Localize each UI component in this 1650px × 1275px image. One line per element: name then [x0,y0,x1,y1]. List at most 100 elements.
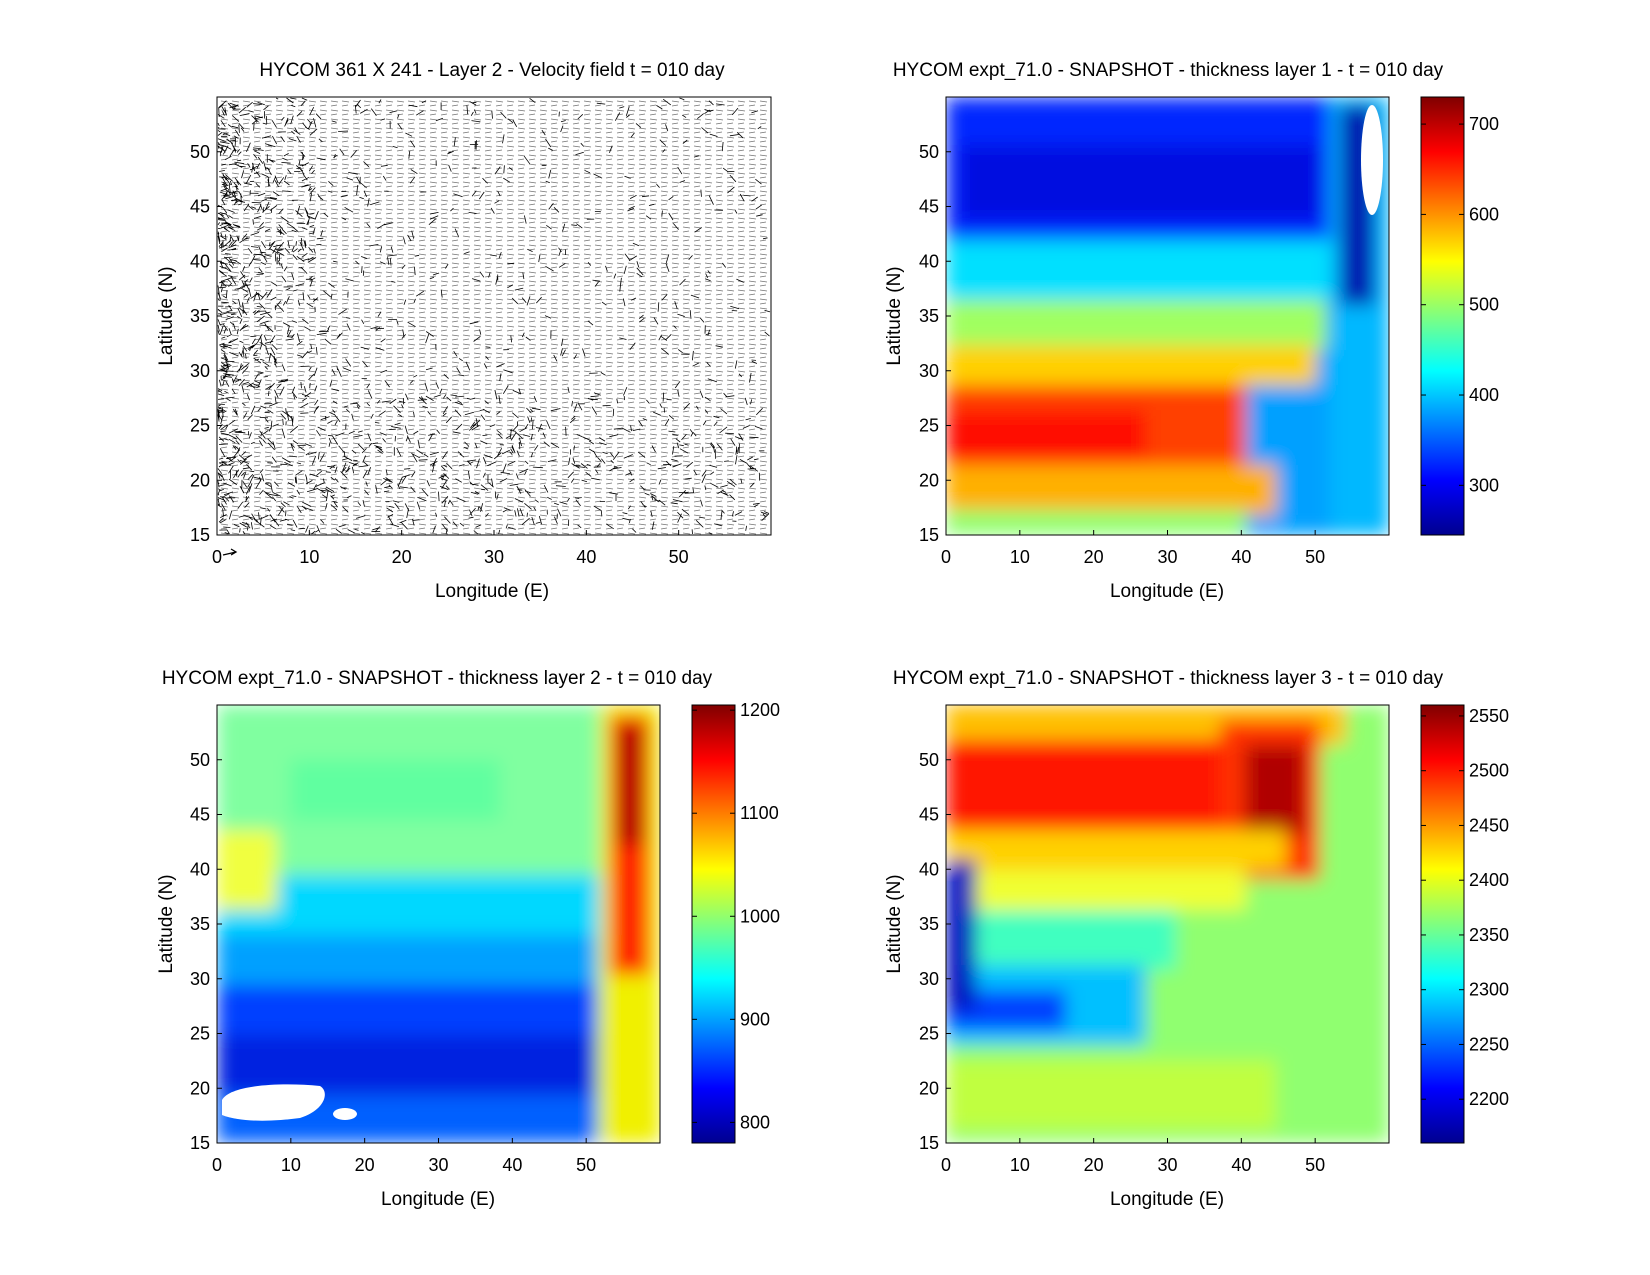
x-ticks: 0 10 20 30 40 50 [212,1138,596,1175]
colorbar-tick-label: 2400 [1469,870,1509,890]
land-mask [1361,105,1383,215]
filled-contour-field [217,705,660,1143]
x-tick-label: 0 [941,1155,951,1175]
y-tick-label: 25 [190,416,210,436]
x-tick-label: 10 [299,547,319,567]
dense-vectors [217,97,771,535]
x-tick-label: 0 [941,547,951,567]
filled-contour-field [946,97,1389,535]
y-tick-label: 40 [190,251,210,271]
colorbar-ticks: 800 900 1000 1100 1200 [692,700,780,1132]
x-tick-label: 40 [502,1155,522,1175]
y-tick-label: 35 [190,914,210,934]
thickness-layer-2-panel: HYCOM expt_71.0 - SNAPSHOT - thickness l… [156,668,780,1210]
y-tick-label: 40 [919,251,939,271]
y-tick-label: 45 [919,197,939,217]
y-tick-label: 15 [190,525,210,545]
y-tick-label: 20 [919,470,939,490]
y-tick-label: 50 [190,750,210,770]
y-tick-label: 45 [190,805,210,825]
colorbar-tick-label: 300 [1469,475,1499,495]
x-tick-label: 40 [1231,1155,1251,1175]
x-tick-label: 50 [1305,1155,1325,1175]
y-ticks: 15 20 25 30 35 40 45 50 [919,142,951,545]
x-axis-label: Longitude (E) [1110,581,1224,602]
colorbar-tick-label: 700 [1469,114,1499,134]
velocity-vectors [217,97,771,535]
y-tick-label: 15 [190,1133,210,1153]
y-tick-label: 45 [190,197,210,217]
y-axis-label: Latitude (N) [884,874,905,973]
quiver-field [217,97,771,535]
y-axis-label: Latitude (N) [884,266,905,365]
colorbar-tick-label: 600 [1469,204,1499,224]
colorbar-tick-label: 1000 [740,906,780,926]
y-ticks: 15 20 25 30 35 40 45 50 [190,142,222,545]
filled-contour-field [946,705,1389,1143]
x-tick-label: 30 [428,1155,448,1175]
y-tick-label: 30 [919,361,939,381]
x-tick-label: 0 [212,547,222,567]
colorbar-tick-label: 2200 [1469,1089,1509,1109]
y-tick-label: 40 [190,859,210,879]
colorbar-tick-label: 1100 [740,803,779,823]
colorbar-ticks: 300 400 500 600 700 [1421,114,1499,495]
colorbar [1420,96,1465,536]
y-tick-label: 50 [919,142,939,162]
y-tick-label: 50 [919,750,939,770]
colorbar-tick-label: 800 [740,1112,770,1132]
colorbar-tick-label: 2350 [1469,925,1509,945]
y-tick-label: 35 [919,306,939,326]
x-axis-label: Longitude (E) [435,581,549,602]
panel-title: HYCOM expt_71.0 - SNAPSHOT - thickness l… [893,60,1444,81]
x-tick-label: 0 [212,1155,222,1175]
thickness-layer-1-panel: HYCOM expt_71.0 - SNAPSHOT - thickness l… [884,60,1499,602]
colorbar-tick-label: 1200 [740,700,780,720]
y-tick-label: 20 [190,1078,210,1098]
land-mask [333,1108,357,1120]
x-tick-label: 10 [281,1155,301,1175]
x-ticks: 0 10 20 30 40 50 [941,530,1325,567]
velocity-field-panel: HYCOM 361 X 241 - Layer 2 - Velocity fie… [156,60,772,602]
x-tick-label: 10 [1010,1155,1030,1175]
colorbar-tick-label: 2300 [1469,980,1509,1000]
panel-title: HYCOM expt_71.0 - SNAPSHOT - thickness l… [162,668,713,689]
colorbar-tick-label: 2450 [1469,815,1509,835]
y-tick-label: 15 [919,1133,939,1153]
colorbar [691,704,736,1144]
x-tick-label: 30 [484,547,504,567]
colorbar-tick-label: 2500 [1469,761,1509,781]
reference-arrow [222,548,238,556]
thickness-layer-3-panel: HYCOM expt_71.0 - SNAPSHOT - thickness l… [884,668,1509,1210]
y-tick-label: 35 [919,914,939,934]
y-tick-label: 25 [919,1024,939,1044]
x-tick-label: 50 [576,1155,596,1175]
x-ticks: 0 10 20 30 40 50 [212,530,689,567]
y-axis-label: Latitude (N) [156,266,177,365]
colorbar-tick-label: 500 [1469,295,1499,315]
x-tick-label: 30 [1157,1155,1177,1175]
y-tick-label: 15 [919,525,939,545]
y-tick-label: 30 [190,361,210,381]
x-tick-label: 50 [1305,547,1325,567]
land-mask [222,1084,325,1121]
y-tick-label: 25 [190,1024,210,1044]
panel-title: HYCOM 361 X 241 - Layer 2 - Velocity fie… [259,60,725,81]
y-tick-label: 45 [919,805,939,825]
y-tick-label: 40 [919,859,939,879]
x-axis-label: Longitude (E) [1110,1189,1224,1210]
y-axis-label: Latitude (N) [156,874,177,973]
x-tick-label: 20 [1084,547,1104,567]
x-ticks: 0 10 20 30 40 50 [941,1138,1325,1175]
colorbar-tick-label: 900 [740,1009,770,1029]
colorbar-tick-label: 2250 [1469,1034,1509,1054]
colorbar [1420,704,1465,1144]
x-tick-label: 20 [392,547,412,567]
x-tick-label: 10 [1010,547,1030,567]
colorbar-tick-label: 2550 [1469,706,1509,726]
x-tick-label: 30 [1157,547,1177,567]
x-tick-label: 50 [669,547,689,567]
colorbar-ticks: 2200 2250 2300 2350 2400 2450 2500 2550 [1421,706,1509,1109]
x-axis-label: Longitude (E) [381,1189,495,1210]
